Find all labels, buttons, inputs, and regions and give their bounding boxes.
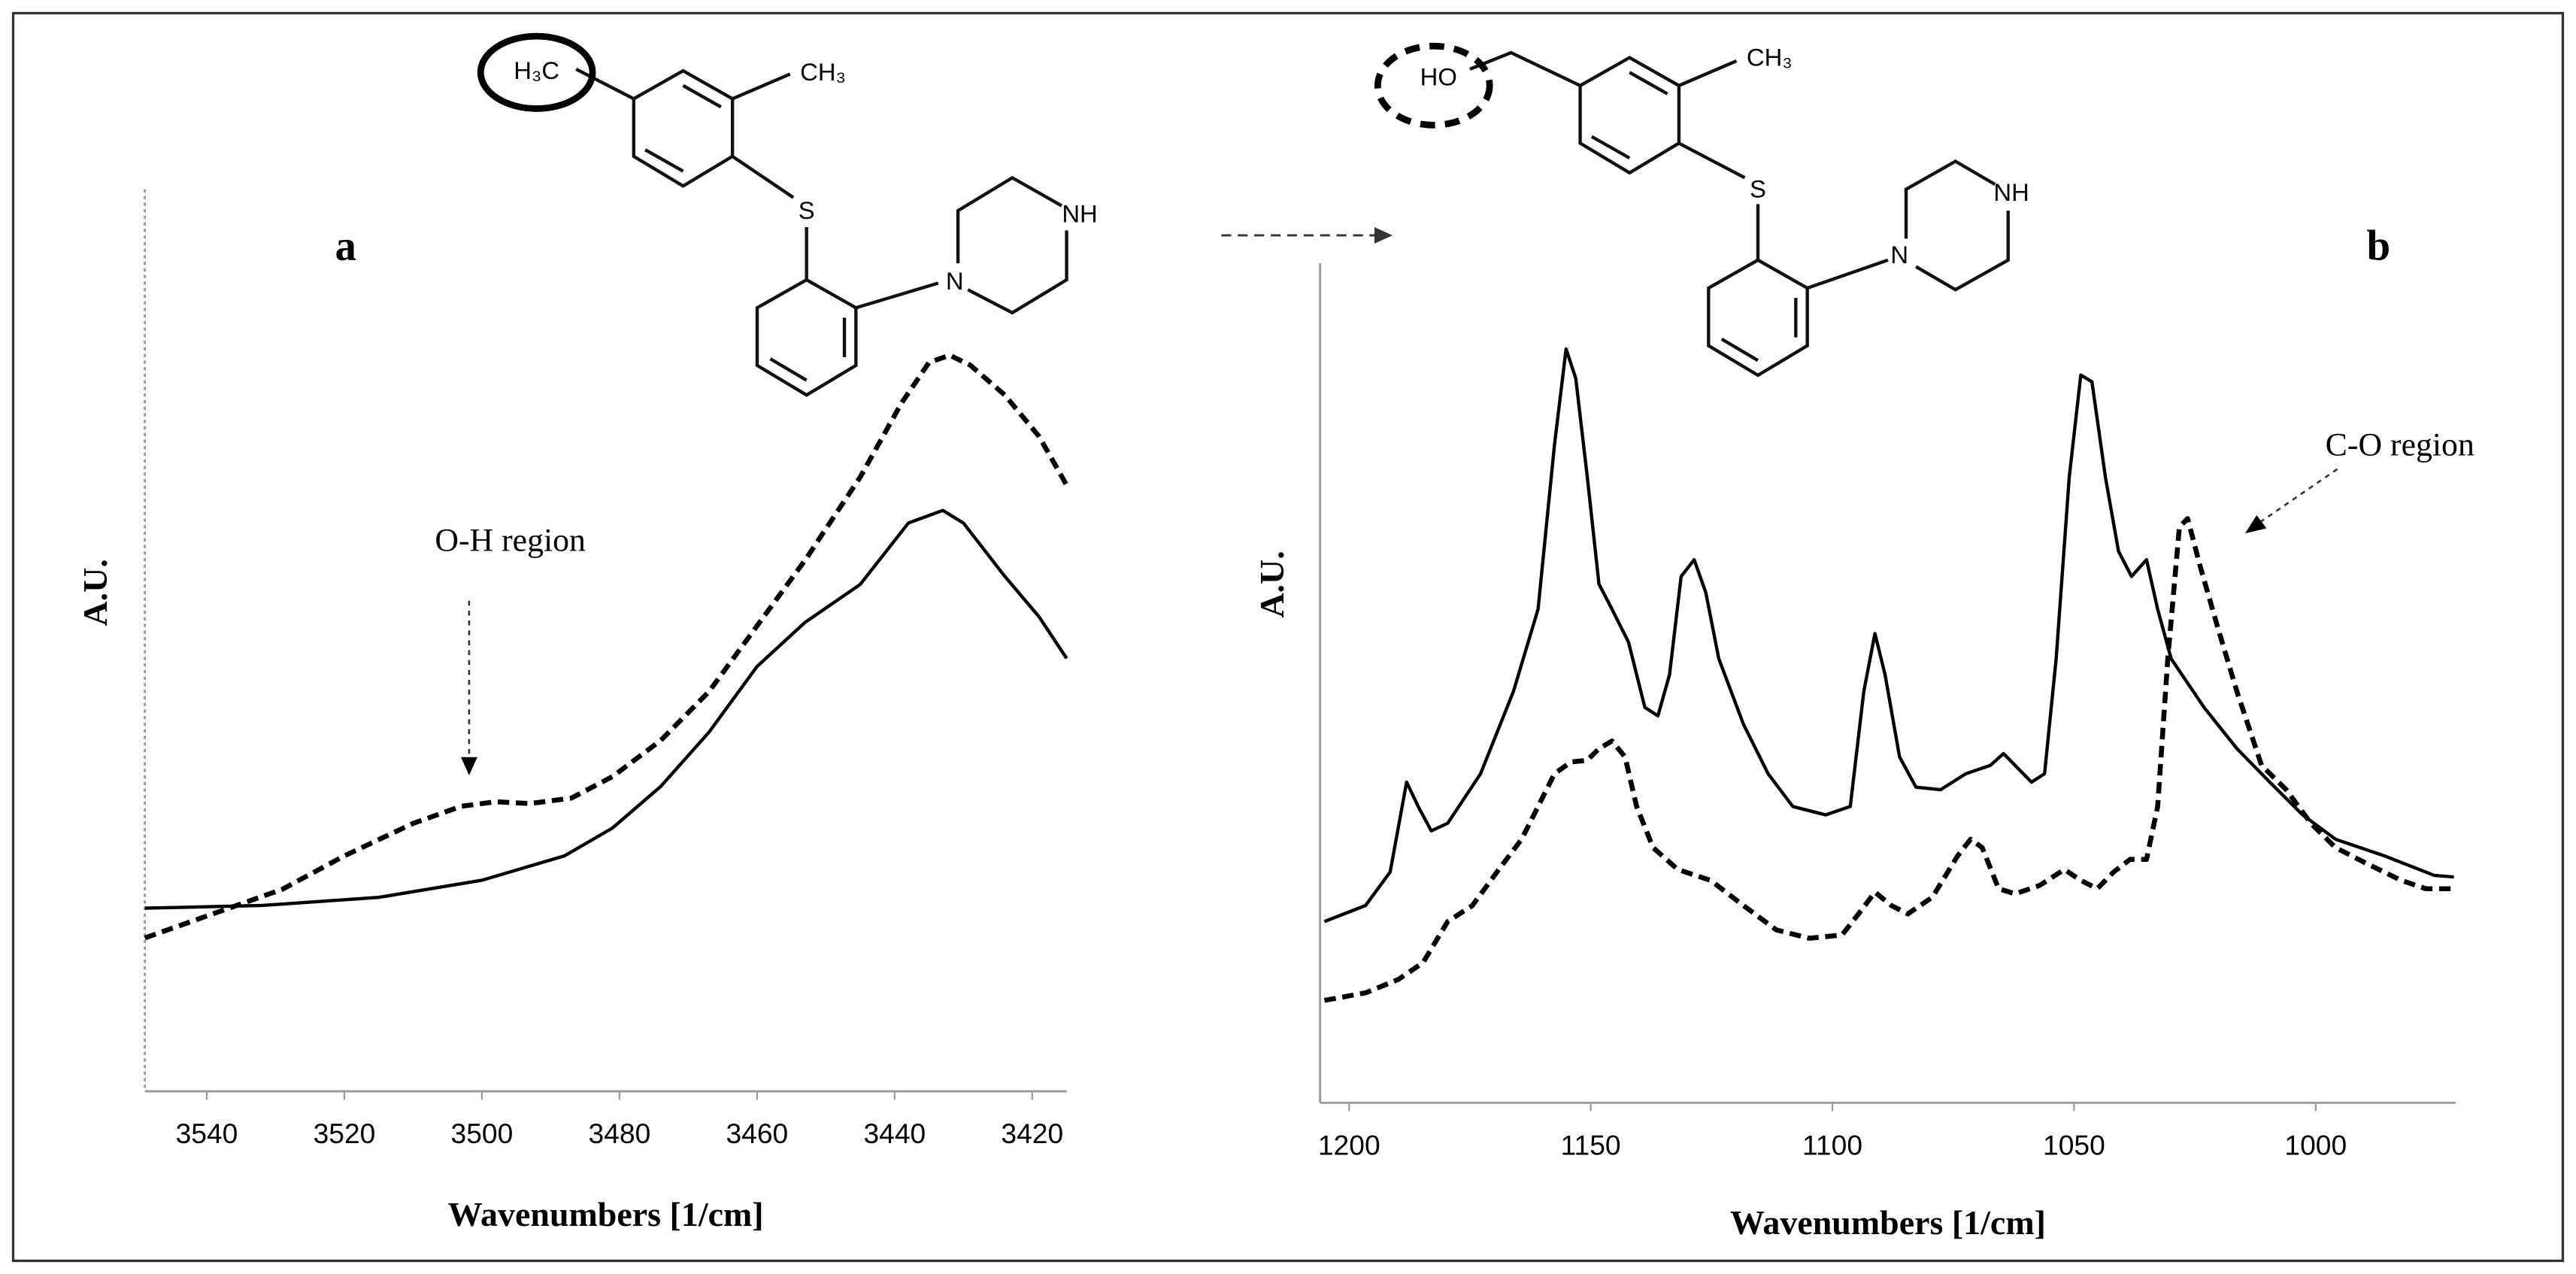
annotation: C-O region bbox=[2326, 426, 2474, 463]
x-tick-label: 3540 bbox=[176, 1118, 238, 1149]
x-tick-label: 1050 bbox=[2043, 1129, 2105, 1160]
x-axis-label: Wavenumbers [1/cm] bbox=[1730, 1203, 2046, 1242]
x-tick-label: 3420 bbox=[1001, 1118, 1063, 1149]
atom-label: CH₃ bbox=[800, 58, 846, 86]
x-tick-label: 3460 bbox=[726, 1118, 788, 1149]
frame bbox=[11, 11, 2565, 1263]
atom-label: N bbox=[1890, 241, 1908, 268]
spectrum-line bbox=[144, 353, 1069, 941]
annotation: O-H region bbox=[435, 522, 586, 558]
structure-a: H₃C CH₃ S N NH bbox=[477, 32, 1098, 397]
x-axis-label: Wavenumbers [1/cm] bbox=[448, 1195, 764, 1233]
atom-label: S bbox=[1750, 175, 1766, 203]
x-tick-label: 3480 bbox=[589, 1118, 651, 1149]
atom-label: S bbox=[799, 196, 815, 224]
atom-label: NH bbox=[1993, 178, 2029, 206]
arrow-head bbox=[2244, 515, 2267, 534]
atom-label: N bbox=[946, 267, 964, 295]
x-tick-label: 1100 bbox=[1802, 1129, 1862, 1160]
atom-label: HO bbox=[1420, 63, 1457, 91]
y-axis-label: A.U. bbox=[76, 559, 114, 626]
spectrum-line bbox=[144, 508, 1068, 910]
arrow-head bbox=[1374, 227, 1393, 244]
annotation-arrow bbox=[2257, 468, 2338, 525]
x-tick-label: 1150 bbox=[1561, 1129, 1621, 1160]
spectrum-line bbox=[1323, 516, 2454, 1003]
structure-b: HO CH₃ S N NH bbox=[1374, 42, 2029, 378]
atom-label: NH bbox=[1062, 199, 1097, 227]
x-tick-label: 1000 bbox=[2284, 1129, 2347, 1160]
x-tick-label: 1200 bbox=[1318, 1129, 1380, 1160]
x-tick-label: 3440 bbox=[863, 1118, 926, 1149]
arrow-head bbox=[460, 757, 477, 775]
x-tick-label: 3520 bbox=[314, 1118, 376, 1149]
atom-label: H₃C bbox=[514, 56, 559, 84]
atom-label: CH₃ bbox=[1747, 43, 1793, 71]
x-tick-label: 3500 bbox=[451, 1118, 514, 1149]
panel-label: a bbox=[335, 223, 356, 270]
y-axis-label: A.U. bbox=[1253, 551, 1291, 617]
spectrum-line bbox=[1323, 347, 2454, 924]
panel-label: b bbox=[2366, 223, 2390, 270]
